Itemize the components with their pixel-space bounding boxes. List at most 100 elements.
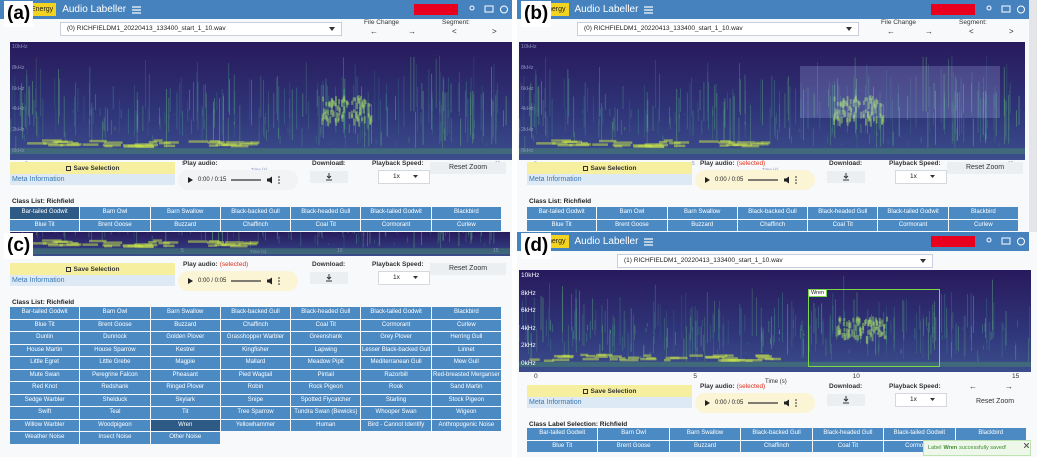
class-button[interactable]: Black-backed Gull [220, 307, 291, 319]
class-button[interactable]: Chaffinch [737, 219, 808, 231]
save-selection[interactable]: Save Selection [527, 385, 692, 397]
class-button[interactable]: Meadow Pipit [291, 357, 361, 369]
class-button[interactable]: Black-tailed Godwit [361, 307, 431, 319]
class-button[interactable]: Barn Swallow [667, 207, 737, 219]
class-button[interactable]: Tundra Swan (Bewicks) [291, 407, 361, 419]
class-button[interactable]: Blue Tit [527, 219, 597, 231]
class-button[interactable]: Rock Pigeon [291, 382, 361, 394]
save-selection[interactable]: Save Selection [527, 162, 692, 174]
class-button[interactable]: Chaffinch [220, 319, 291, 331]
class-button[interactable]: Lesser Black-backed Gull [361, 344, 431, 356]
reset-zoom[interactable]: Reset Zoom [430, 162, 506, 174]
class-button[interactable]: Bird - Cannot Identify [361, 419, 431, 431]
class-button[interactable]: Swift [10, 407, 80, 419]
file-select[interactable]: (1) RICHFIELDM1_20220413_133400_start_1_… [617, 254, 933, 268]
class-button[interactable]: Bar-tailed Godwit [10, 307, 80, 319]
next-segment[interactable]: > [1009, 27, 1014, 36]
class-button[interactable]: Skylark [150, 394, 220, 406]
class-button[interactable]: Black-headed Gull [808, 207, 878, 219]
class-button[interactable]: Greenshank [291, 332, 361, 344]
meta-information[interactable]: Meta Information [527, 397, 692, 408]
class-button[interactable]: Yellowhammer [220, 419, 291, 431]
class-button[interactable]: Grey Plover [361, 332, 431, 344]
class-button[interactable]: Sand Martin [431, 382, 501, 394]
class-button[interactable]: Blackbird [955, 428, 1026, 440]
class-button[interactable]: Linnet [431, 344, 501, 356]
class-button[interactable]: Barn Owl [80, 307, 150, 319]
class-button[interactable]: Bar-tailed Godwit [10, 207, 80, 219]
class-button[interactable]: Willow Warbler [10, 419, 80, 431]
class-button[interactable]: Buzzard [667, 219, 737, 231]
meta-information[interactable]: Meta Information [10, 275, 175, 286]
class-button[interactable]: Blue Tit [10, 319, 80, 331]
class-button[interactable]: Pied Wagtail [220, 369, 291, 381]
class-button[interactable]: Redshank [80, 382, 150, 394]
class-button[interactable]: Mediterranean Gull [361, 357, 431, 369]
class-button[interactable]: Spotted Flycatcher [291, 394, 361, 406]
class-button[interactable]: Brent Goose [80, 319, 150, 331]
class-button[interactable]: Wren [150, 419, 220, 431]
class-button[interactable]: Tit [150, 407, 220, 419]
class-button[interactable]: Black-backed Gull [220, 207, 291, 219]
class-button[interactable]: Teal [80, 407, 150, 419]
class-button[interactable]: Kestrel [150, 344, 220, 356]
class-button[interactable]: Blackbird [431, 307, 501, 319]
class-button[interactable]: Buzzard [669, 440, 741, 452]
class-button[interactable]: Herring Gull [431, 332, 501, 344]
class-button[interactable]: Barn Swallow [669, 428, 741, 440]
class-button[interactable]: Starling [361, 394, 431, 406]
class-button[interactable]: Weather Noise [10, 432, 80, 444]
class-button[interactable]: Snipe [220, 394, 291, 406]
class-button[interactable]: Robin [220, 382, 291, 394]
class-button[interactable]: Barn Owl [598, 428, 669, 440]
download-button[interactable] [827, 171, 865, 183]
prev-segment[interactable]: < [452, 27, 457, 36]
reset-zoom[interactable]: Reset Zoom [957, 396, 1033, 408]
class-button[interactable]: Lapwing [291, 344, 361, 356]
class-button[interactable]: Brent Goose [597, 219, 667, 231]
zoom-prev[interactable]: ← [969, 382, 977, 391]
class-button[interactable]: Blue Tit [10, 219, 80, 231]
class-button[interactable]: Curlew [431, 319, 501, 331]
class-button[interactable]: Black-headed Gull [291, 307, 361, 319]
class-button[interactable]: Grasshopper Warbler [220, 332, 291, 344]
class-button[interactable]: Mallard [220, 357, 291, 369]
class-button[interactable]: Black-headed Gull [291, 207, 361, 219]
next-segment[interactable]: > [492, 27, 497, 36]
class-button[interactable]: Red Knot [10, 382, 80, 394]
class-button[interactable]: Curlew [948, 219, 1018, 231]
class-button[interactable]: Bar-tailed Godwit [527, 428, 598, 440]
class-button[interactable]: Cormorant [878, 219, 948, 231]
class-button[interactable]: House Martin [10, 344, 80, 356]
class-button[interactable]: Curlew [431, 219, 501, 231]
class-button[interactable]: Cormorant [361, 219, 431, 231]
prev-file[interactable]: ← [887, 27, 895, 36]
class-button[interactable]: Blue Tit [527, 440, 598, 452]
class-button[interactable]: Sedge Warbler [10, 394, 80, 406]
class-button[interactable]: Magpie [150, 357, 220, 369]
audio-player[interactable]: 0:00 / 0:05 [695, 393, 815, 413]
next-file[interactable]: → [925, 27, 933, 36]
class-button[interactable]: Rook [361, 382, 431, 394]
class-button[interactable]: Shelduck [80, 394, 150, 406]
speed-select[interactable]: 1x [378, 271, 430, 285]
class-button[interactable]: Human [291, 419, 361, 431]
class-button[interactable]: Cormorant [884, 440, 955, 452]
download-button[interactable] [827, 394, 865, 406]
audio-player[interactable]: 0:00 / 0:05 [695, 170, 815, 190]
class-button[interactable]: Buzzard [150, 319, 220, 331]
next-file[interactable]: → [408, 27, 416, 36]
file-select[interactable]: (0) RICHFIELDM1_20220413_133400_start_1_… [577, 22, 859, 36]
class-button[interactable]: Chaffinch [220, 219, 291, 231]
zoom-next[interactable]: → [1005, 382, 1013, 391]
download-button[interactable] [310, 171, 348, 183]
class-button[interactable]: Pintail [291, 369, 361, 381]
class-button[interactable]: Peregrine Falcon [80, 369, 150, 381]
class-button[interactable]: Dunnock [80, 332, 150, 344]
class-button[interactable]: Barn Swallow [150, 307, 220, 319]
class-button[interactable]: Pheasant [150, 369, 220, 381]
prev-segment[interactable]: < [969, 27, 974, 36]
class-button[interactable]: Golden Plover [150, 332, 220, 344]
prev-file[interactable]: ← [370, 27, 378, 36]
audio-player[interactable]: 0:00 / 0:15 [178, 170, 298, 190]
